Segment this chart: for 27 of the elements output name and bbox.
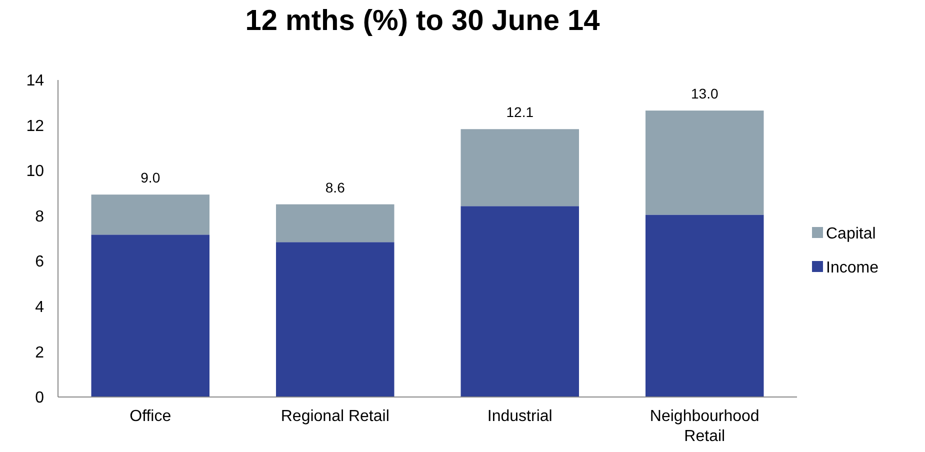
- bar: [91, 234, 210, 397]
- x-tick-label: Regional Retail: [280, 408, 390, 425]
- chart-title: 12 mths (%) to 30 June 14: [245, 5, 600, 37]
- bar: [91, 194, 210, 235]
- x-tick-label: Industrial: [487, 408, 552, 425]
- y-tick-label: 12: [26, 118, 44, 135]
- annotation: 8.6: [325, 179, 346, 196]
- bar: [276, 242, 394, 397]
- bar: [276, 204, 394, 242]
- y-tick-label: 10: [26, 163, 44, 180]
- y-tick-label: 6: [35, 254, 44, 271]
- bar: [460, 129, 579, 206]
- annotation: 12.1: [506, 104, 534, 120]
- y-tick-label: 0: [35, 390, 44, 407]
- y-tick-label: 14: [26, 72, 44, 90]
- annotation: 9.0: [140, 170, 160, 186]
- y-tick-label: 2: [35, 344, 44, 362]
- legend-label: Income: [826, 260, 879, 277]
- bar: [646, 214, 764, 397]
- legend-label: Capital: [826, 226, 876, 243]
- annotation: 13.0: [691, 86, 718, 102]
- x-tick-label: Office: [130, 408, 172, 425]
- x-tick-label: Neighbourhood Retail: [650, 408, 760, 445]
- y-tick-label: 8: [35, 208, 44, 226]
- y-tick-label: 4: [35, 299, 44, 316]
- bar: [460, 206, 579, 397]
- bar: [646, 110, 764, 215]
